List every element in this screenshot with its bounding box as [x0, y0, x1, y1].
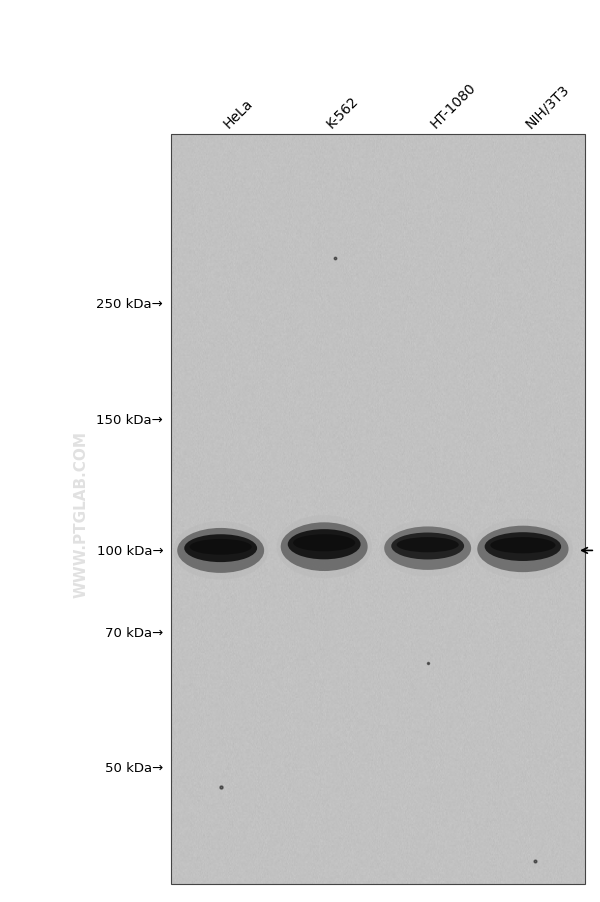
Text: K-562: K-562: [324, 94, 361, 131]
Ellipse shape: [485, 532, 561, 561]
Text: WWW.PTGLAB.COM: WWW.PTGLAB.COM: [74, 431, 89, 597]
Ellipse shape: [391, 533, 464, 560]
Bar: [171, 135, 585, 884]
Ellipse shape: [184, 535, 257, 563]
Text: HT-1080: HT-1080: [428, 80, 478, 131]
Ellipse shape: [281, 523, 368, 571]
Ellipse shape: [288, 529, 361, 560]
Ellipse shape: [397, 538, 459, 553]
Text: 100 kDa→: 100 kDa→: [97, 544, 163, 557]
Ellipse shape: [173, 521, 268, 580]
Ellipse shape: [380, 520, 475, 576]
Text: 250 kDa→: 250 kDa→: [97, 298, 163, 310]
Ellipse shape: [293, 535, 355, 552]
Ellipse shape: [473, 520, 573, 579]
Text: 70 kDa→: 70 kDa→: [105, 627, 163, 640]
Text: 50 kDa→: 50 kDa→: [105, 761, 163, 775]
Ellipse shape: [177, 529, 264, 574]
Ellipse shape: [190, 539, 252, 555]
Text: NIH/3T3: NIH/3T3: [523, 82, 572, 131]
Text: HeLa: HeLa: [221, 96, 256, 131]
Ellipse shape: [477, 526, 569, 573]
Ellipse shape: [277, 515, 372, 579]
Ellipse shape: [490, 538, 556, 554]
Ellipse shape: [384, 527, 471, 570]
Text: 150 kDa→: 150 kDa→: [97, 413, 163, 427]
